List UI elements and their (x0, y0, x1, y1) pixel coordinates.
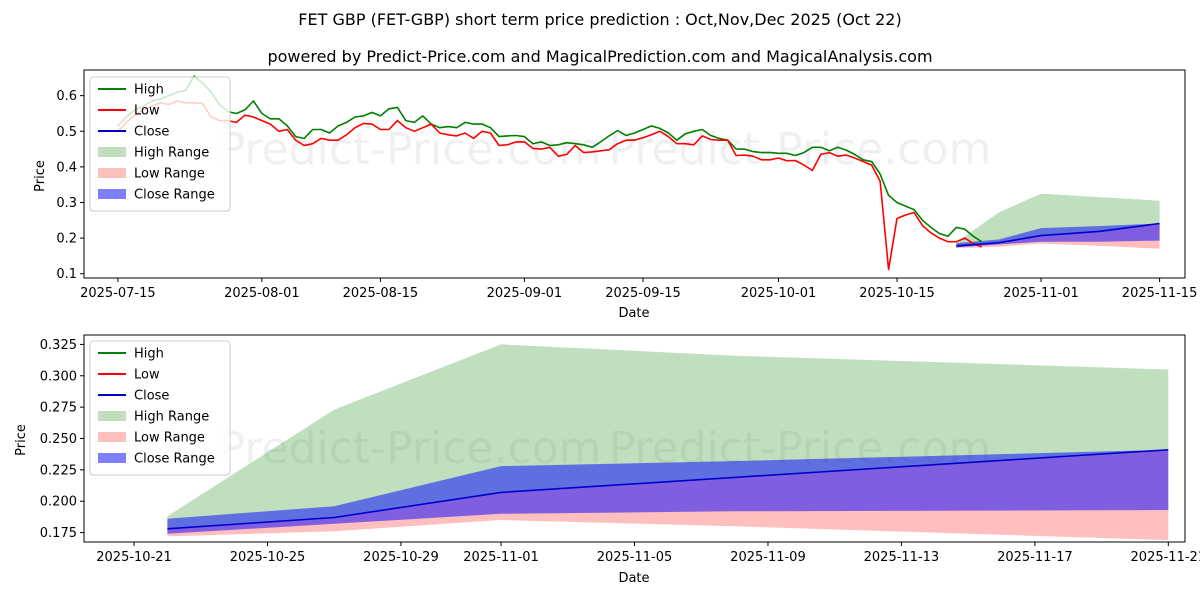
bottom-ytick-label: 0.300 (40, 369, 77, 384)
top-ytick-label: 0.6 (56, 89, 77, 104)
top-price-lines (117, 75, 1160, 271)
top-xtick-label: 2025-11-01 (1003, 286, 1079, 301)
top-panel: Predict-Price.com Predict-Price.com 0.10… (33, 69, 1198, 321)
watermark-top-right: Predict-Price.com (609, 124, 992, 175)
bottom-legend-label: High Range (134, 410, 209, 425)
bottom-xtick-label: 2025-10-21 (96, 550, 172, 565)
low-line (117, 100, 983, 271)
bottom-legend-label: High (134, 347, 164, 362)
chart-subtitle: powered by Predict-Price.com and Magical… (267, 47, 932, 66)
high-line (117, 75, 983, 243)
high-range-area (956, 193, 1160, 246)
top-legend: High Low Close High Range Low Range Close Ran… (89, 76, 231, 212)
bottom-panel: Predict-Price.com Predict-Price.com 0.17… (14, 334, 1200, 586)
top-legend-label: Close (134, 125, 169, 140)
top-xtick-label: 2025-08-15 (343, 286, 419, 301)
bottom-xtick-label: 2025-11-17 (997, 550, 1073, 565)
high-range-area (167, 344, 1169, 529)
bottom-legend-swatch (98, 453, 126, 463)
bottom-ylabel: Price (14, 424, 29, 456)
bottom-legend-label: Low (134, 368, 160, 383)
top-legend-swatch (98, 189, 126, 199)
top-ytick-label: 0.1 (56, 267, 77, 282)
bottom-price-lines (167, 449, 1169, 530)
close-range-area (167, 449, 1169, 534)
chart-title: FET GBP (FET-GBP) short term price predi… (298, 10, 901, 29)
top-ytick-label: 0.5 (56, 125, 77, 140)
bottom-xtick-label: 2025-11-09 (730, 550, 806, 565)
top-ylabel: Price (33, 160, 48, 192)
bottom-axes: 0.175 0.200 0.225 0.250 0.275 0.300 0.325 2025-… (40, 334, 1200, 565)
top-legend-label: High Range (134, 146, 209, 161)
bottom-ytick-label: 0.250 (40, 432, 77, 447)
top-legend-label: Low (134, 104, 160, 119)
top-xtick-label: 2025-09-15 (605, 286, 681, 301)
top-xtick-label: 2025-10-01 (741, 286, 817, 301)
top-xtick-label: 2025-11-15 (1122, 286, 1198, 301)
bottom-xtick-label: 2025-11-21 (1131, 550, 1200, 565)
top-legend-swatch (98, 147, 126, 157)
bottom-xtick-label: 2025-11-01 (463, 550, 539, 565)
top-plot-frame (83, 69, 1186, 279)
bottom-legend-label: Close (134, 389, 169, 404)
bottom-ytick-label: 0.200 (40, 495, 77, 510)
bottom-legend-label: Close Range (134, 452, 215, 467)
bottom-xtick-label: 2025-10-29 (363, 550, 439, 565)
bottom-ytick-label: 0.275 (40, 401, 77, 416)
bottom-ytick-label: 0.325 (40, 338, 77, 353)
top-xlabel: Date (618, 306, 649, 321)
top-xtick-label: 2025-07-15 (80, 286, 156, 301)
bottom-legend: High Low Close High Range Low Range Close Ran… (89, 340, 231, 476)
top-legend-label: Low Range (134, 167, 205, 182)
top-legend-label: Close Range (134, 188, 215, 203)
bottom-legend-swatch (98, 411, 126, 421)
top-legend-swatch (98, 168, 126, 178)
bottom-ytick-label: 0.225 (40, 463, 77, 478)
top-range-areas (956, 193, 1160, 249)
close-line (956, 222, 1160, 247)
bottom-xtick-label: 2025-11-05 (597, 550, 673, 565)
bottom-legend-label: Low Range (134, 431, 205, 446)
bottom-legend-swatch (98, 432, 126, 442)
bottom-xtick-label: 2025-11-13 (864, 550, 940, 565)
top-axes: 0.1 0.2 0.3 0.4 0.5 0.6 2025-07-15 2025-08-01 20… (56, 69, 1198, 301)
top-xtick-label: 2025-08-01 (224, 286, 300, 301)
close-line (167, 449, 1169, 530)
bottom-ytick-label: 0.175 (40, 526, 77, 541)
watermark-top-left: Predict-Price.com (219, 124, 602, 175)
top-xtick-label: 2025-09-01 (487, 286, 563, 301)
bottom-xlabel: Date (618, 571, 649, 586)
top-ytick-label: 0.2 (56, 232, 77, 247)
bottom-range-areas (167, 344, 1169, 541)
top-xtick-label: 2025-10-15 (859, 286, 935, 301)
top-legend-label: High (134, 83, 164, 98)
bottom-xtick-label: 2025-10-25 (230, 550, 306, 565)
top-ytick-label: 0.3 (56, 196, 77, 211)
top-ytick-label: 0.4 (56, 160, 77, 175)
